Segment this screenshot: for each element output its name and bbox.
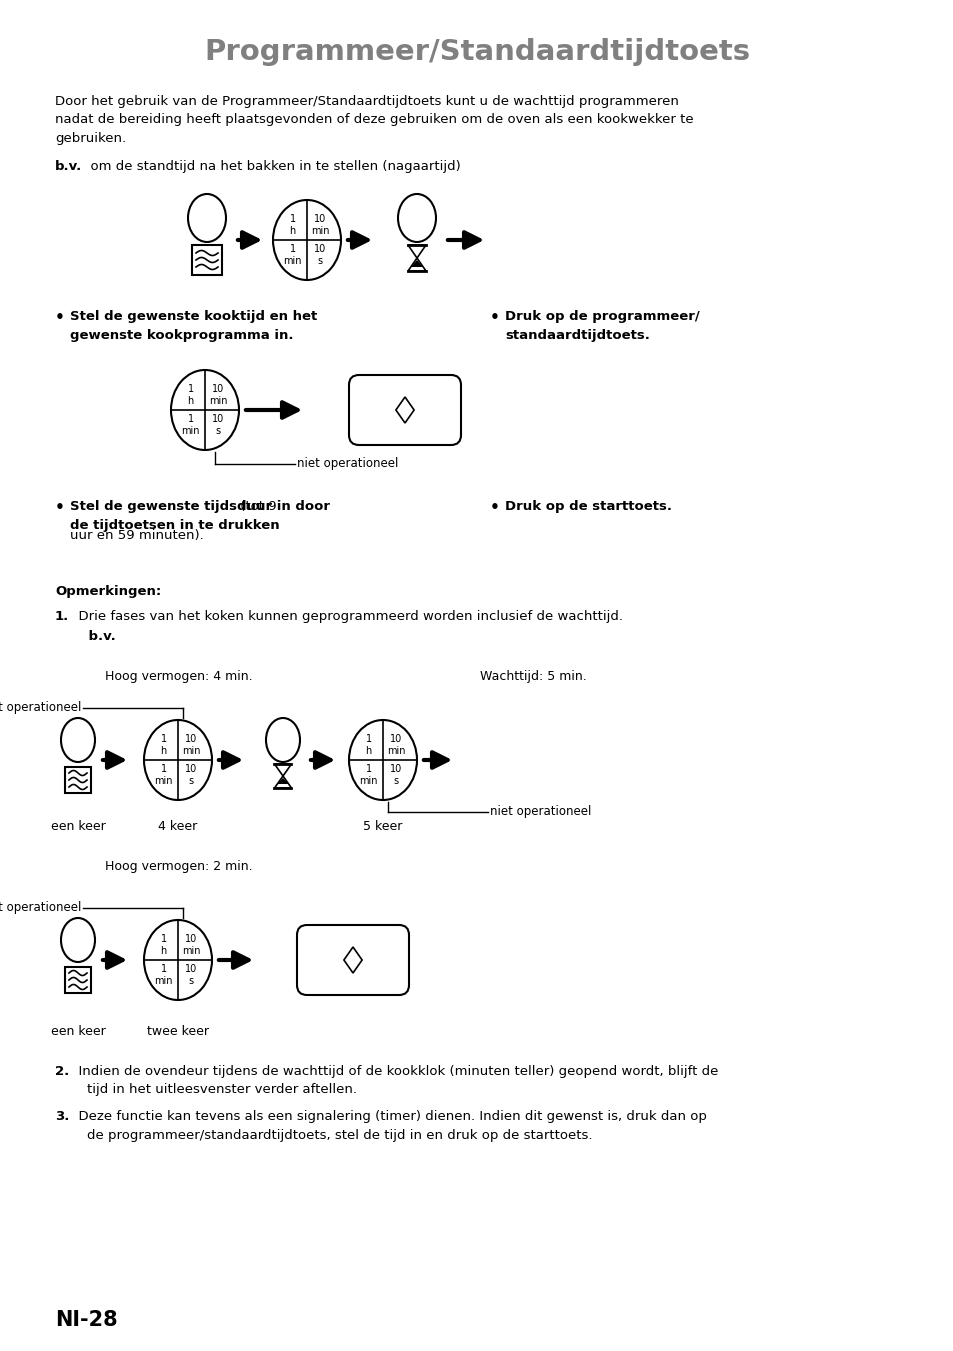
Text: h: h bbox=[188, 396, 193, 407]
Ellipse shape bbox=[171, 370, 239, 450]
Text: 10: 10 bbox=[390, 763, 401, 774]
Polygon shape bbox=[395, 397, 414, 423]
Text: 1: 1 bbox=[160, 763, 167, 774]
Text: (tot 9: (tot 9 bbox=[236, 500, 276, 513]
Ellipse shape bbox=[144, 920, 212, 1000]
Text: niet operationeel: niet operationeel bbox=[0, 901, 81, 915]
Text: Opmerkingen:: Opmerkingen: bbox=[55, 585, 161, 598]
Text: 3.: 3. bbox=[55, 1111, 70, 1123]
Text: min: min bbox=[181, 946, 200, 957]
Text: Wachttijd: 5 min.: Wachttijd: 5 min. bbox=[479, 670, 586, 684]
Text: Hoog vermogen: 2 min.: Hoog vermogen: 2 min. bbox=[105, 861, 253, 873]
Text: min: min bbox=[359, 775, 377, 786]
Text: 10: 10 bbox=[185, 734, 197, 744]
Text: h: h bbox=[160, 946, 167, 957]
Text: 1: 1 bbox=[290, 243, 295, 254]
Text: min: min bbox=[283, 255, 302, 266]
Text: 1.: 1. bbox=[55, 611, 70, 623]
Text: h: h bbox=[160, 746, 167, 757]
Text: 1: 1 bbox=[160, 734, 167, 744]
Text: Stel de gewenste kooktijd en het
gewenste kookprogramma in.: Stel de gewenste kooktijd en het gewenst… bbox=[70, 309, 317, 342]
FancyBboxPatch shape bbox=[349, 376, 460, 444]
Text: s: s bbox=[393, 775, 398, 786]
Text: Stel de gewenste tijdsduur in door
de tijdtoetsen in te drukken: Stel de gewenste tijdsduur in door de ti… bbox=[70, 500, 330, 531]
Text: 10: 10 bbox=[212, 384, 224, 394]
Text: 10: 10 bbox=[212, 413, 224, 424]
Text: Indien de ovendeur tijdens de wachttijd of de kookklok (minuten teller) geopend : Indien de ovendeur tijdens de wachttijd … bbox=[70, 1065, 718, 1097]
Ellipse shape bbox=[266, 717, 299, 762]
Text: s: s bbox=[188, 975, 193, 986]
Text: 10: 10 bbox=[314, 215, 326, 224]
Text: h: h bbox=[290, 226, 295, 236]
Text: 5 keer: 5 keer bbox=[363, 820, 402, 834]
Text: 10: 10 bbox=[185, 763, 197, 774]
FancyBboxPatch shape bbox=[65, 767, 91, 793]
Text: Deze functie kan tevens als een signalering (timer) dienen. Indien dit gewenst i: Deze functie kan tevens als een signaler… bbox=[70, 1111, 706, 1142]
Polygon shape bbox=[408, 245, 426, 258]
Text: NI-28: NI-28 bbox=[55, 1310, 117, 1329]
Text: min: min bbox=[181, 746, 200, 757]
Text: Drie fases van het koken kunnen geprogrammeerd worden inclusief de wachttijd.: Drie fases van het koken kunnen geprogra… bbox=[70, 611, 622, 623]
Text: een keer: een keer bbox=[51, 1025, 105, 1038]
Text: 2.: 2. bbox=[55, 1065, 70, 1078]
Text: niet operationeel: niet operationeel bbox=[296, 458, 398, 470]
Text: h: h bbox=[365, 746, 372, 757]
Text: Programmeer/Standaardtijdtoets: Programmeer/Standaardtijdtoets bbox=[204, 38, 749, 66]
Text: 1: 1 bbox=[290, 215, 295, 224]
Text: niet operationeel: niet operationeel bbox=[490, 805, 591, 819]
Text: om de standtijd na het bakken in te stellen (nagaartijd): om de standtijd na het bakken in te stel… bbox=[82, 159, 460, 173]
Text: niet operationeel: niet operationeel bbox=[0, 701, 81, 715]
Polygon shape bbox=[408, 258, 426, 272]
Polygon shape bbox=[411, 259, 422, 267]
Text: min: min bbox=[181, 426, 200, 436]
Polygon shape bbox=[274, 775, 292, 788]
Text: •: • bbox=[55, 500, 65, 515]
Text: min: min bbox=[154, 775, 172, 786]
Text: s: s bbox=[188, 775, 193, 786]
FancyBboxPatch shape bbox=[65, 967, 91, 993]
Text: 10: 10 bbox=[185, 963, 197, 974]
Text: Door het gebruik van de Programmeer/Standaardtijdtoets kunt u de wachttijd progr: Door het gebruik van de Programmeer/Stan… bbox=[55, 95, 693, 145]
Text: 1: 1 bbox=[160, 963, 167, 974]
Polygon shape bbox=[343, 947, 362, 973]
Text: Druk op de programmeer/
standaardtijdtoets.: Druk op de programmeer/ standaardtijdtoe… bbox=[504, 309, 699, 342]
Text: 1: 1 bbox=[365, 734, 372, 744]
FancyBboxPatch shape bbox=[296, 925, 409, 994]
Text: Druk op de starttoets.: Druk op de starttoets. bbox=[504, 500, 671, 513]
Ellipse shape bbox=[397, 195, 436, 242]
Text: 1: 1 bbox=[188, 413, 193, 424]
Text: •: • bbox=[55, 309, 65, 326]
Text: b.v.: b.v. bbox=[70, 630, 115, 643]
Ellipse shape bbox=[61, 717, 95, 762]
Text: uur en 59 minuten).: uur en 59 minuten). bbox=[70, 530, 204, 543]
Text: 1: 1 bbox=[160, 934, 167, 944]
Text: een keer: een keer bbox=[51, 820, 105, 834]
FancyBboxPatch shape bbox=[192, 245, 222, 276]
Ellipse shape bbox=[349, 720, 416, 800]
Text: 4 keer: 4 keer bbox=[158, 820, 197, 834]
Ellipse shape bbox=[273, 200, 340, 280]
Text: twee keer: twee keer bbox=[147, 1025, 209, 1038]
Text: 10: 10 bbox=[185, 934, 197, 944]
Ellipse shape bbox=[61, 917, 95, 962]
Ellipse shape bbox=[188, 195, 226, 242]
Text: 10: 10 bbox=[314, 243, 326, 254]
Text: b.v.: b.v. bbox=[55, 159, 82, 173]
Text: 1: 1 bbox=[365, 763, 372, 774]
Text: s: s bbox=[215, 426, 220, 436]
Text: 10: 10 bbox=[390, 734, 401, 744]
Text: s: s bbox=[317, 255, 322, 266]
Text: min: min bbox=[311, 226, 329, 236]
Text: min: min bbox=[386, 746, 405, 757]
Text: min: min bbox=[209, 396, 227, 407]
Polygon shape bbox=[277, 778, 289, 784]
Text: 1: 1 bbox=[188, 384, 193, 394]
Text: min: min bbox=[154, 975, 172, 986]
Polygon shape bbox=[274, 765, 292, 775]
Text: •: • bbox=[490, 309, 499, 326]
Text: Hoog vermogen: 4 min.: Hoog vermogen: 4 min. bbox=[105, 670, 253, 684]
Ellipse shape bbox=[144, 720, 212, 800]
Text: •: • bbox=[490, 500, 499, 515]
